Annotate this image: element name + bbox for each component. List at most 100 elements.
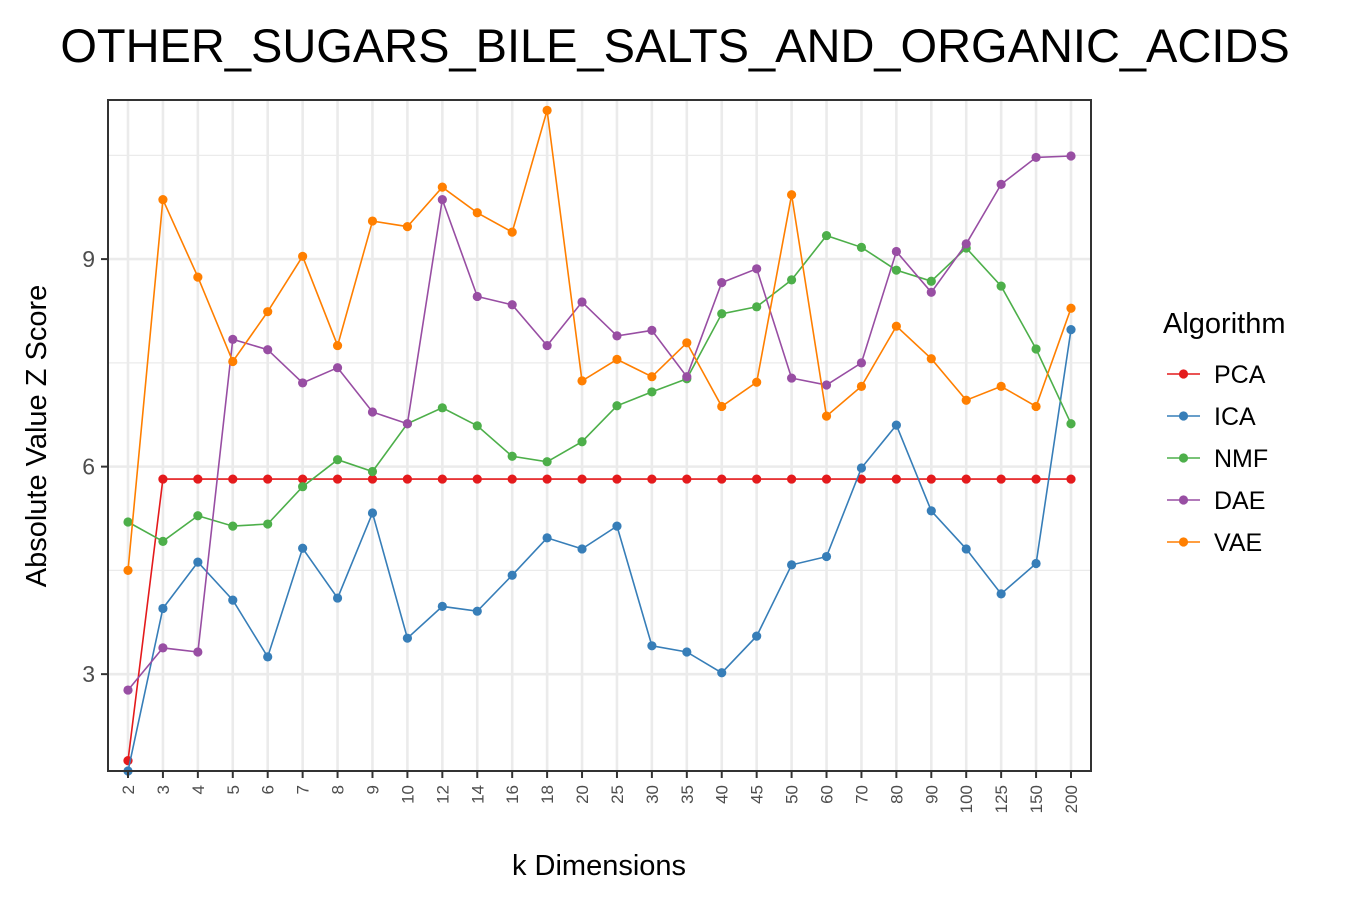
data-point-nmf (437, 403, 447, 413)
legend-key-point-pca (1178, 369, 1189, 379)
data-point-pca (1031, 474, 1041, 484)
series-line-ica (127, 329, 1072, 772)
y-tick-label: 6 (82, 454, 95, 480)
data-point-nmf (856, 242, 867, 252)
data-point-dae (263, 345, 273, 355)
data-point-ica (158, 603, 168, 614)
data-point-pca (926, 474, 936, 484)
data-point-pca (996, 474, 1006, 484)
x-tick-label: 9 (363, 785, 382, 794)
x-tick-label: 16 (503, 785, 522, 804)
data-point-vae (158, 195, 168, 205)
data-point-vae (752, 377, 762, 387)
data-point-ica (752, 631, 762, 641)
x-tick-label: 60 (818, 785, 837, 804)
data-point-vae (1066, 303, 1076, 313)
legend-title: Algorithm (1163, 308, 1286, 340)
data-point-ica (891, 420, 901, 430)
data-point-pca (752, 474, 762, 484)
data-point-nmf (367, 466, 378, 477)
data-point-dae (961, 239, 971, 249)
x-tick-label: 90 (922, 785, 941, 804)
x-tick-label: 35 (678, 785, 697, 804)
series-line-vae (127, 110, 1072, 571)
data-point-dae (193, 647, 203, 657)
x-tick-label: 150 (1027, 785, 1046, 813)
data-point-vae (367, 216, 378, 226)
data-point-dae (507, 300, 517, 310)
data-point-pca (856, 474, 867, 484)
data-point-ica (821, 551, 832, 562)
data-point-ica (1066, 325, 1076, 335)
data-point-ica (263, 652, 273, 662)
data-point-nmf (926, 276, 936, 286)
data-point-dae (123, 685, 133, 695)
data-point-dae (752, 264, 762, 274)
x-tick-label: 50 (783, 785, 802, 804)
data-point-vae (1031, 401, 1041, 412)
data-point-vae (542, 105, 552, 115)
data-point-vae (856, 381, 867, 391)
data-point-ica (786, 560, 797, 570)
data-point-pca (821, 474, 832, 484)
data-point-pca (612, 474, 622, 484)
data-point-pca (472, 474, 482, 484)
data-point-vae (647, 372, 657, 382)
data-point-vae (507, 227, 517, 237)
grid-layer (108, 100, 1091, 771)
data-point-nmf (647, 387, 657, 397)
data-point-ica (577, 544, 587, 554)
data-point-ica (542, 533, 552, 543)
data-point-ica (402, 633, 413, 643)
x-tick-label: 18 (538, 785, 557, 804)
data-point-dae (786, 373, 797, 383)
x-tick-label: 2 (119, 785, 138, 794)
data-point-vae (193, 272, 203, 282)
data-point-ica (472, 606, 482, 616)
data-point-nmf (193, 511, 203, 521)
data-point-ica (647, 641, 657, 651)
data-point-pca (158, 474, 168, 484)
x-tick-label: 10 (398, 785, 417, 804)
data-point-pca (298, 474, 308, 484)
data-point-dae (1066, 151, 1076, 161)
data-point-nmf (717, 309, 727, 319)
data-point-nmf (752, 302, 762, 312)
data-point-nmf (228, 521, 238, 531)
data-point-nmf (507, 451, 517, 461)
y-axis-title: Absolute Value Z Score (21, 285, 53, 588)
y-tick-label: 9 (82, 246, 95, 272)
data-point-ica (228, 595, 238, 605)
data-point-dae (821, 380, 832, 390)
data-point-vae (437, 182, 447, 192)
data-point-dae (158, 643, 168, 653)
data-point-ica (367, 508, 378, 518)
data-point-ica (996, 589, 1006, 599)
data-point-ica (682, 647, 692, 657)
legend-key-point-vae (1178, 537, 1189, 547)
data-point-vae (577, 376, 587, 386)
x-tick-label: 8 (329, 785, 348, 794)
legend-key-point-ica (1178, 411, 1189, 421)
data-point-dae (542, 340, 552, 351)
y-tick-label: 3 (82, 661, 95, 687)
data-point-vae (717, 401, 727, 412)
data-point-nmf (298, 482, 308, 492)
data-point-nmf (1031, 344, 1041, 354)
data-point-nmf (891, 265, 901, 275)
data-point-nmf (996, 281, 1006, 291)
data-point-pca (437, 474, 447, 484)
x-tick-label: 30 (643, 785, 662, 804)
data-point-dae (367, 407, 378, 417)
data-point-vae (926, 354, 936, 364)
data-point-vae (682, 338, 692, 348)
x-tick-label: 125 (992, 785, 1011, 813)
data-point-pca (961, 474, 971, 484)
x-tick-label: 20 (573, 785, 592, 804)
series-line-dae (127, 155, 1072, 691)
data-point-dae (298, 378, 308, 388)
data-point-ica (193, 557, 203, 567)
x-tick-label: 25 (608, 785, 627, 804)
